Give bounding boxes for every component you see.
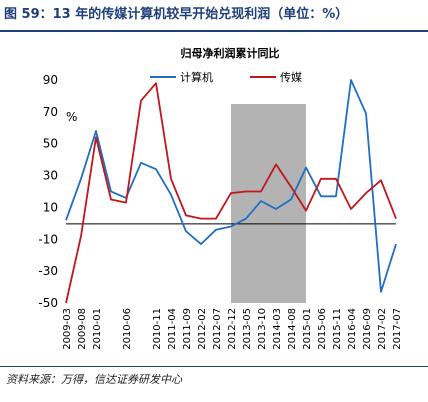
x-tick-label: 2017-02 (377, 308, 388, 350)
y-tick-label: -10 (38, 232, 58, 246)
x-tick-label: 2017-07 (392, 308, 403, 350)
y-tick-label: -50 (38, 296, 58, 310)
y-tick-label: -30 (38, 264, 58, 278)
chart-title: 归母净利润累计同比 (181, 46, 280, 60)
x-tick-label: 2012-02 (197, 308, 208, 350)
y-axis-unit: % (66, 110, 77, 124)
x-tick-label: 2011-09 (182, 308, 193, 350)
x-tick-label: 2016-04 (347, 308, 358, 350)
chart: -50 -30 -10 10 30 50 70 90 2009-03 2009-08 2010-01… (38, 46, 403, 350)
y-tick-label: 70 (43, 105, 58, 119)
x-tick-label: 2009-03 (62, 308, 73, 350)
legend-label: 计算机 (180, 70, 213, 84)
x-tick-label: 2010-11 (152, 308, 163, 350)
x-tick-label: 2014-08 (287, 308, 298, 350)
x-tick-label: 2012-12 (227, 308, 238, 350)
y-tick-label: 90 (43, 73, 58, 87)
x-tick-label: 2015-11 (332, 308, 343, 350)
y-tick-label: 30 (43, 169, 58, 183)
y-tick-label: 10 (43, 200, 58, 214)
x-tick-label: 2009-08 (77, 308, 88, 350)
source-note: 资料来源：万得，信达证券研发中心 (6, 373, 182, 386)
x-tick-label: 2012-07 (212, 308, 223, 350)
y-tick-label: 50 (43, 137, 58, 151)
series-line-2 (65, 82, 397, 304)
shaded-period (231, 104, 306, 303)
title-rule (0, 30, 428, 32)
figure-title: 图 59：13 年的传媒计算机较早开始兑现利润（单位：%） (4, 7, 349, 22)
x-tick-label: 2010-06 (122, 308, 133, 350)
x-tick-label: 2013-05 (242, 308, 253, 350)
x-tick-label: 2013-10 (257, 308, 268, 350)
x-tick-label: 2011-04 (167, 308, 178, 350)
series-line-1 (65, 79, 397, 293)
x-tick-label: 2015-06 (317, 308, 328, 350)
legend-label: 传媒 (280, 71, 302, 84)
x-tick-label: 2010-01 (92, 308, 103, 350)
source-rule (0, 366, 428, 367)
x-tick-label: 2016-09 (362, 308, 373, 350)
x-tick-label: 2015-01 (302, 308, 313, 350)
x-tick-label: 2014-03 (272, 308, 283, 350)
